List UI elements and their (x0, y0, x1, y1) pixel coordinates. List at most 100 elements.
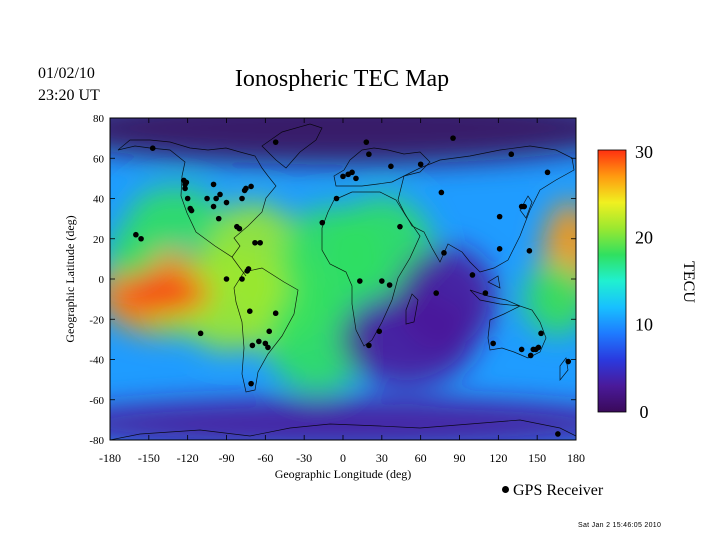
gps-receiver-21 (234, 223, 240, 230)
gps-receiver-44 (353, 175, 359, 182)
coast-australia (487, 305, 547, 359)
tec-region-10 (266, 287, 368, 392)
y-tick-label-6: -40 (89, 355, 104, 367)
x-tick-label-8: 60 (415, 451, 427, 465)
x-tick-label-7: 30 (376, 451, 388, 465)
gps-receiver-36 (266, 328, 273, 335)
gps-receiver-22 (257, 239, 263, 246)
coast-central-america (231, 256, 247, 277)
gps-receiver-60 (521, 203, 528, 210)
x-axis: -180 -150 -120 -90 -60 -30 0 30 60 90 120 150 180 (99, 118, 585, 465)
x-tick-label-2: -120 (177, 451, 199, 465)
chart-title: Ionospheric TEC Map (234, 66, 450, 92)
gps-receiver-49 (438, 189, 445, 196)
gps-receiver-13 (215, 215, 222, 222)
x-tick-label-1: -150 (138, 451, 160, 465)
gps-receiver-75 (565, 358, 572, 365)
coast-africa (321, 191, 421, 347)
gps-receiver-67 (366, 342, 372, 349)
gps-receiver-29 (245, 266, 252, 272)
gps-receiver-9 (204, 195, 210, 202)
gps-receiver-27 (239, 276, 245, 282)
gps-receiver-12 (217, 191, 223, 198)
gps-receiver-58 (496, 246, 503, 252)
tec-region-7 (127, 187, 222, 251)
x-tick-label-6: 0 (340, 451, 346, 465)
coast-antarctica (110, 419, 576, 440)
gps-receiver-52 (397, 223, 403, 230)
gps-receiver-43 (349, 169, 355, 176)
legend-label: GPS Receiver (513, 482, 604, 499)
tec-field (110, 118, 576, 440)
coast-north-america (117, 139, 277, 258)
gps-receiver-61 (526, 248, 533, 254)
gps-receiver-6 (188, 207, 195, 214)
gps-receiver-24 (138, 235, 144, 242)
gps-receiver-11 (213, 195, 219, 202)
date-label: 01/02/10 (38, 65, 95, 82)
gps-receiver-54 (433, 290, 440, 296)
colorbar-label: TECU (680, 261, 697, 303)
gps-receiver-23 (133, 231, 139, 238)
tec-region-16 (110, 397, 576, 440)
gps-receiver-46 (366, 151, 372, 158)
tec-region-15 (110, 118, 576, 165)
gps-receiver-31 (249, 342, 256, 349)
gps-receiver-50 (450, 135, 456, 141)
gps-receiver-39 (319, 219, 326, 226)
gps-receiver-68 (490, 340, 496, 347)
y-tick-label-2: 40 (93, 194, 105, 206)
coastlines (110, 123, 576, 440)
x-tick-label-9: 90 (454, 451, 466, 465)
colorbar-tick-label-3: 30 (635, 142, 653, 162)
y-tick-label-4: 0 (99, 274, 105, 286)
y-tick-label-0: 80 (93, 113, 105, 125)
gps-receiver-7 (182, 185, 188, 192)
x-tick-label-11: 150 (528, 451, 546, 465)
gps-receiver-4 (184, 195, 191, 202)
gps-receiver-40 (333, 195, 340, 202)
y-tick-label-1: 60 (93, 153, 105, 165)
gps-receiver-56 (482, 290, 489, 296)
gps-receiver-26 (223, 276, 230, 282)
gps-receiver-10 (210, 203, 217, 210)
gps-receiver-57 (496, 213, 503, 220)
gps-receiver-51 (508, 151, 515, 158)
gps-receiver-38 (252, 239, 258, 246)
y-axis-label: Geographic Latitude (deg) (63, 215, 77, 342)
gps-receiver-76 (555, 431, 561, 437)
gps-receiver-66 (376, 328, 383, 335)
x-tick-label-4: -60 (257, 451, 273, 465)
colorbar-ticks: 0 10 20 30 (635, 142, 653, 422)
y-tick-label-7: -60 (89, 395, 104, 407)
legend: GPS Receiver (502, 482, 603, 500)
gps-receiver-34 (262, 340, 269, 347)
x-tick-label-12: 180 (567, 451, 585, 465)
gps-receiver-35 (265, 344, 271, 351)
tec-blobs (110, 118, 576, 440)
coast-europe (333, 147, 431, 187)
gps-receiver-1 (272, 139, 279, 145)
coast-new-zealand (559, 357, 569, 381)
gps-receiver-70 (527, 352, 534, 359)
gps-receiver-64 (379, 278, 385, 284)
gps-receiver-73 (535, 344, 542, 351)
gps-receiver-33 (256, 338, 262, 345)
time-label: 23:20 UT (38, 87, 100, 104)
gps-receiver-marker-icon (502, 485, 509, 493)
gps-receiver-53 (441, 250, 447, 256)
gps-receiver-16 (239, 195, 245, 202)
y-axis: 80 60 40 20 0 -20 -40 -60 -80 (89, 113, 576, 447)
x-tick-label-0: -180 (99, 451, 121, 465)
gps-receiver-32 (248, 380, 254, 387)
gps-receiver-63 (357, 278, 363, 284)
coast-japan (519, 195, 533, 219)
gps-receiver-37 (272, 310, 279, 317)
coast-greenland (261, 123, 323, 169)
gps-receiver-65 (386, 282, 393, 288)
gps-receiver-18 (241, 187, 248, 194)
gps-receiver-0 (149, 145, 156, 151)
gps-receiver-55 (469, 272, 476, 278)
gps-receiver-62 (544, 169, 551, 176)
